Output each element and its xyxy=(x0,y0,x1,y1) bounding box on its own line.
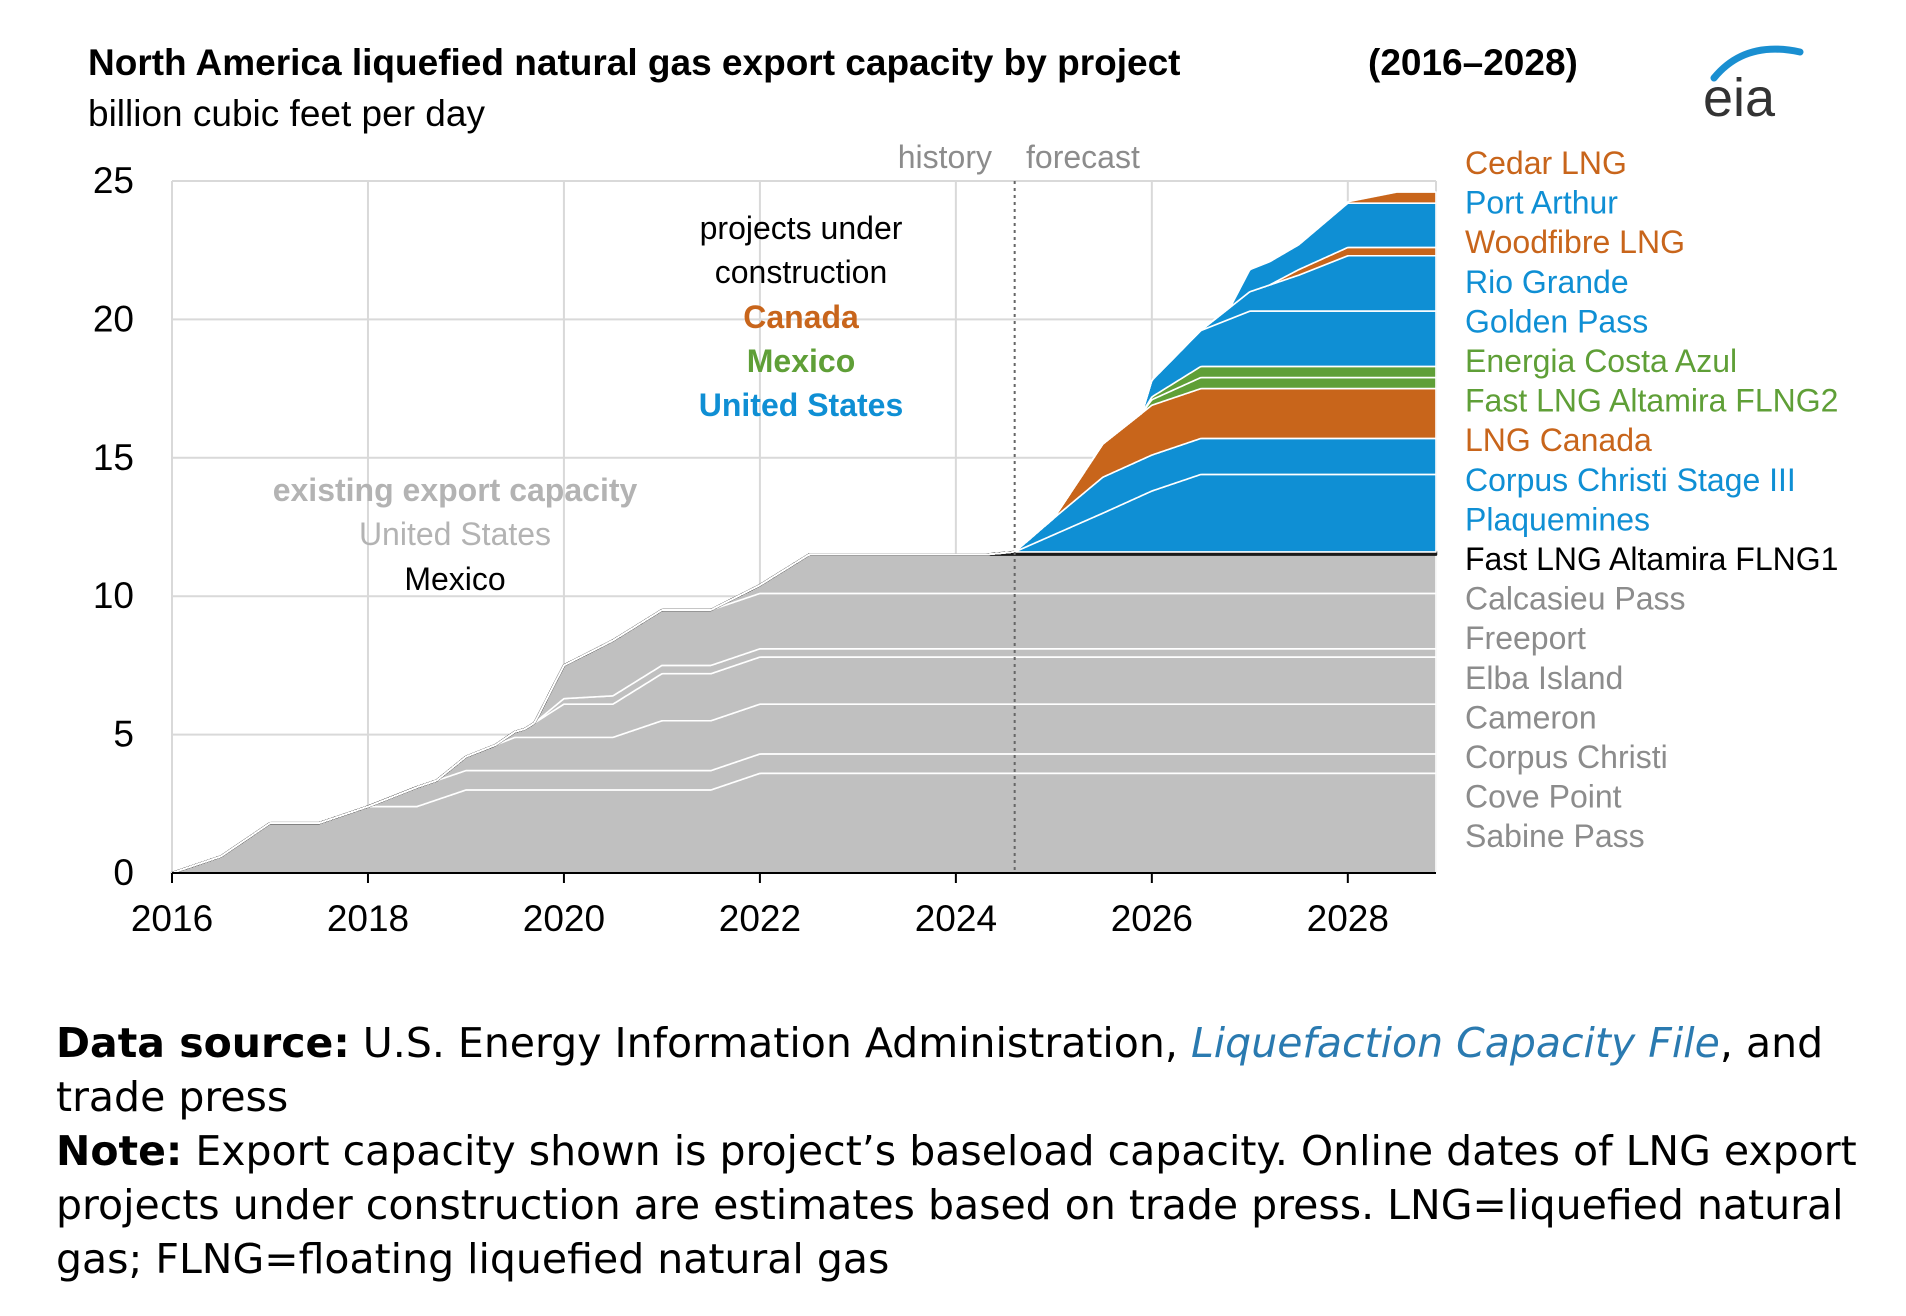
y-tick-label: 10 xyxy=(93,575,134,616)
legend-item-cameron: Cameron xyxy=(1465,699,1597,735)
united-states-label: United States xyxy=(699,387,903,423)
existing-us-label: United States xyxy=(359,516,551,552)
legend-item-energia-costa-azul: Energia Costa Azul xyxy=(1465,343,1737,379)
source-tail: , and trade press xyxy=(56,1019,1824,1121)
note-line: Note: Export capacity shown is project’s… xyxy=(56,1124,1876,1286)
y-tick-label: 5 xyxy=(113,714,134,755)
legend-item-cove-point: Cove Point xyxy=(1465,779,1622,815)
y-tick-label: 0 xyxy=(113,852,134,893)
legend-item-corpus-christi-stage-iii: Corpus Christi Stage III xyxy=(1465,462,1796,498)
legend-item-rio-grande: Rio Grande xyxy=(1465,264,1629,300)
x-tick-label: 2026 xyxy=(1111,898,1193,939)
legend-item-freeport: Freeport xyxy=(1465,620,1586,656)
note-text: Export capacity shown is project’s basel… xyxy=(56,1127,1857,1283)
area-sabine-pass xyxy=(171,772,1437,874)
footnote: Data source: U.S. Energy Information Adm… xyxy=(56,1016,1876,1286)
data-source-line: Data source: U.S. Energy Information Adm… xyxy=(56,1016,1876,1124)
eia-logo-text: eia xyxy=(1703,68,1776,128)
legend-item-fast-lng-altamira-flng2: Fast LNG Altamira FLNG2 xyxy=(1465,383,1838,419)
existing-mexico-label: Mexico xyxy=(404,561,505,597)
units-label: billion cubic feet per day xyxy=(88,93,485,134)
liquefaction-capacity-file-link[interactable]: Liquefaction Capacity File xyxy=(1190,1019,1720,1067)
legend-item-woodfibre-lng: Woodfibre LNG xyxy=(1465,224,1685,260)
x-tick-label: 2018 xyxy=(327,898,409,939)
note-label: Note: xyxy=(56,1127,183,1175)
history-label: history xyxy=(898,139,992,175)
canada-label: Canada xyxy=(743,299,859,335)
y-tick-label: 25 xyxy=(93,160,134,201)
legend-item-elba-island: Elba Island xyxy=(1465,660,1623,696)
x-tick-label: 2028 xyxy=(1307,898,1389,939)
chart-title: North America liquefied natural gas expo… xyxy=(88,42,1180,83)
axes: 2016 2018 2020 2022 2024 2026 2028 0 5 10 15 20 25 xyxy=(93,160,1436,939)
legend-item-fast-lng-altamira-flng1: Fast LNG Altamira FLNG1 xyxy=(1465,541,1838,577)
chart-title-years: (2016–2028) xyxy=(1368,42,1578,83)
construction-label-line2: construction xyxy=(715,254,888,290)
legend-item-golden-pass: Golden Pass xyxy=(1465,303,1648,339)
eia-logo: eia xyxy=(1703,45,1804,128)
lng-capacity-chart: North America liquefied natural gas expo… xyxy=(88,42,1838,939)
legend-item-plaquemines: Plaquemines xyxy=(1465,501,1650,537)
y-tick-label: 15 xyxy=(93,437,134,478)
legend-item-corpus-christi: Corpus Christi xyxy=(1465,739,1668,775)
legend-item-sabine-pass: Sabine Pass xyxy=(1465,818,1645,854)
source-text: U.S. Energy Information Administration, xyxy=(362,1019,1178,1067)
x-tick-label: 2016 xyxy=(131,898,213,939)
y-tick-label: 20 xyxy=(93,298,134,339)
area-cedar-lng xyxy=(171,191,1437,874)
mexico-label: Mexico xyxy=(747,343,855,379)
legend-item-calcasieu-pass: Calcasieu Pass xyxy=(1465,581,1686,617)
construction-label-line1: projects under xyxy=(700,210,903,246)
eia-logo-swoosh-icon xyxy=(1710,45,1804,82)
x-tick-label: 2024 xyxy=(915,898,997,939)
existing-capacity-label: existing export capacity xyxy=(273,472,638,508)
area-series xyxy=(170,191,1438,875)
x-tick-label: 2020 xyxy=(523,898,605,939)
legend-item-lng-canada: LNG Canada xyxy=(1465,422,1652,458)
legend-item-cedar-lng: Cedar LNG xyxy=(1465,145,1627,181)
legend-item-port-arthur: Port Arthur xyxy=(1465,185,1618,221)
x-tick-label: 2022 xyxy=(719,898,801,939)
source-label: Data source: xyxy=(56,1019,350,1067)
forecast-label: forecast xyxy=(1026,139,1140,175)
